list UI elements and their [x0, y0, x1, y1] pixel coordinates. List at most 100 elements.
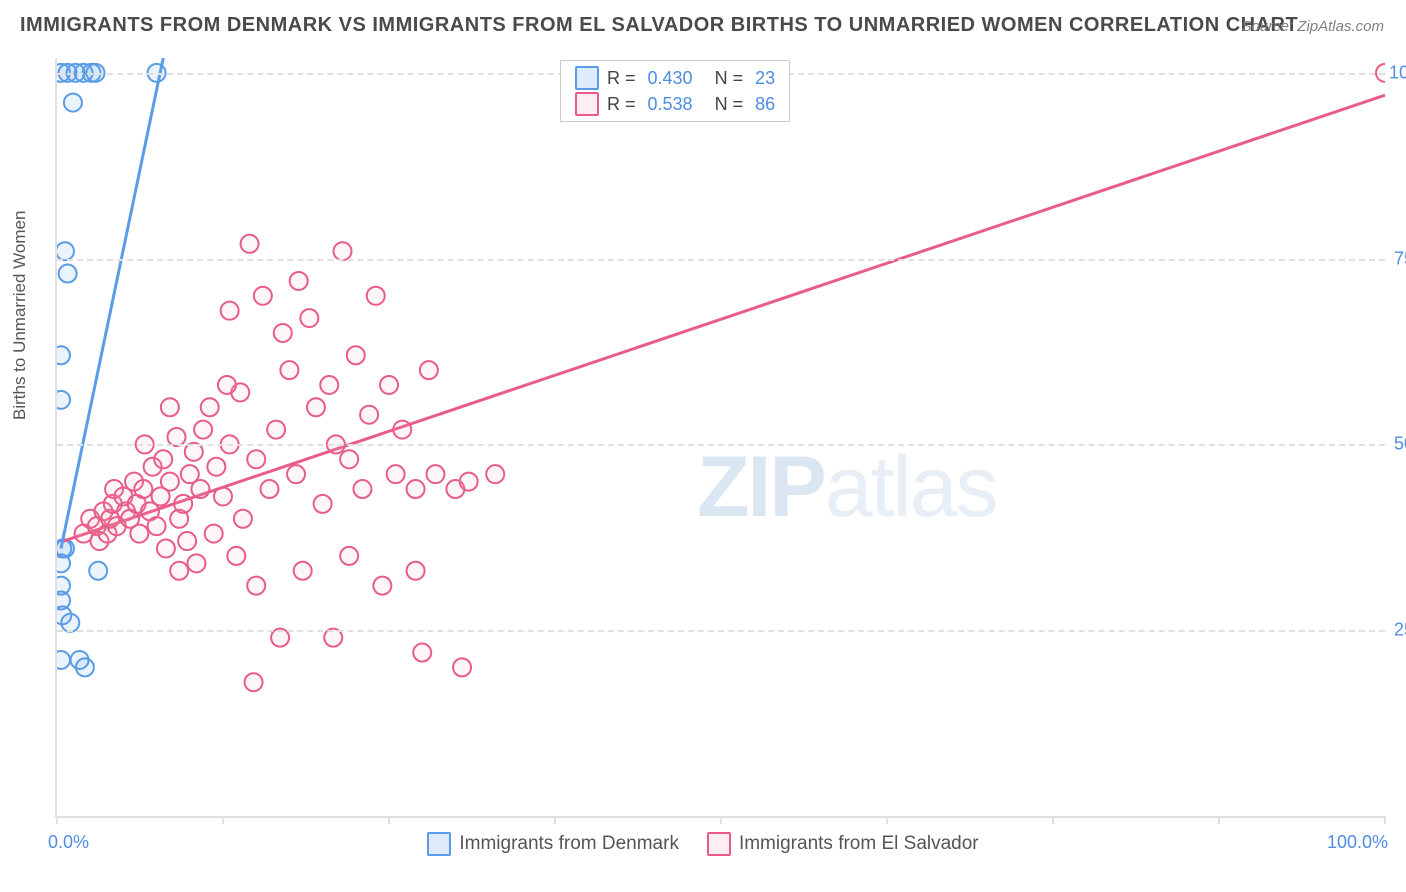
legend-row-denmark: R = 0.430 N = 23: [575, 65, 775, 91]
legend-swatch: [427, 832, 451, 856]
data-point: [413, 644, 431, 662]
data-point: [64, 94, 82, 112]
data-point: [340, 450, 358, 468]
x-tick: [1218, 816, 1220, 824]
legend-series-name: Immigrants from El Salvador: [739, 833, 979, 855]
data-point: [360, 406, 378, 424]
legend-r-value-denmark: 0.430: [648, 65, 693, 91]
x-tick: [1052, 816, 1054, 824]
chart-svg: [57, 58, 1385, 816]
legend-n-label: N =: [715, 91, 744, 117]
data-point: [57, 242, 74, 260]
data-point: [218, 376, 236, 394]
data-point: [89, 562, 107, 580]
data-point: [294, 562, 312, 580]
data-point: [59, 265, 77, 283]
data-point: [57, 539, 74, 557]
plot-area: ZIPatlas 25.0%50.0%75.0%100.0%: [55, 58, 1385, 818]
y-tick-label: 25.0%: [1389, 620, 1406, 641]
legend-r-value-elsalvador: 0.538: [648, 91, 693, 117]
data-point: [407, 562, 425, 580]
data-point: [290, 272, 308, 290]
trend-line: [64, 95, 1385, 541]
data-point: [61, 614, 79, 632]
data-point: [280, 361, 298, 379]
data-point: [387, 465, 405, 483]
series-legend: Immigrants from Denmark Immigrants from E…: [0, 832, 1406, 862]
x-tick: [388, 816, 390, 824]
data-point: [340, 547, 358, 565]
data-point: [420, 361, 438, 379]
data-point: [174, 495, 192, 513]
data-point: [234, 510, 252, 528]
legend-n-value-elsalvador: 86: [755, 91, 775, 117]
source-label: Source: ZipAtlas.com: [1241, 18, 1384, 35]
data-point: [187, 554, 205, 572]
x-tick: [720, 816, 722, 824]
data-point: [314, 495, 332, 513]
correlation-legend: R = 0.430 N = 23 R = 0.538 N = 86: [560, 60, 790, 122]
legend-r-label: R =: [607, 65, 636, 91]
legend-swatch: [707, 832, 731, 856]
x-tick: [886, 816, 888, 824]
data-point: [460, 473, 478, 491]
data-point: [334, 242, 352, 260]
data-point: [148, 517, 166, 535]
chart-container: IMMIGRANTS FROM DENMARK VS IMMIGRANTS FR…: [0, 0, 1406, 892]
legend-row-elsalvador: R = 0.538 N = 86: [575, 91, 775, 117]
x-tick: [554, 816, 556, 824]
gridline: [57, 259, 1385, 261]
data-point: [130, 525, 148, 543]
data-point: [367, 287, 385, 305]
data-point: [380, 376, 398, 394]
data-point: [247, 450, 265, 468]
data-point: [157, 539, 175, 557]
legend-n-value-denmark: 23: [755, 65, 775, 91]
data-point: [373, 577, 391, 595]
data-point: [154, 450, 172, 468]
y-tick-label: 50.0%: [1389, 434, 1406, 455]
x-tick: [56, 816, 58, 824]
data-point: [347, 346, 365, 364]
data-point: [254, 287, 272, 305]
data-point: [287, 465, 305, 483]
legend-series-name: Immigrants from Denmark: [459, 833, 679, 855]
data-point: [247, 577, 265, 595]
legend-swatch-denmark: [575, 66, 599, 90]
chart-title: IMMIGRANTS FROM DENMARK VS IMMIGRANTS FR…: [20, 14, 1298, 37]
y-tick-label: 75.0%: [1389, 248, 1406, 269]
data-point: [205, 525, 223, 543]
data-point: [168, 428, 186, 446]
y-axis-label: Births to Unmarried Women: [10, 211, 30, 420]
data-point: [201, 398, 219, 416]
data-point: [178, 532, 196, 550]
data-point: [267, 421, 285, 439]
data-point: [245, 673, 263, 691]
data-point: [407, 480, 425, 498]
legend-r-label: R =: [607, 91, 636, 117]
y-tick-label: 100.0%: [1389, 62, 1406, 83]
legend-swatch-elsalvador: [575, 92, 599, 116]
legend-item: Immigrants from El Salvador: [707, 832, 979, 856]
data-point: [207, 458, 225, 476]
data-point: [191, 480, 209, 498]
data-point: [170, 562, 188, 580]
legend-item: Immigrants from Denmark: [427, 832, 679, 856]
data-point: [57, 391, 70, 409]
x-tick: [222, 816, 224, 824]
data-point: [453, 658, 471, 676]
data-point: [76, 658, 94, 676]
data-point: [320, 376, 338, 394]
x-tick: [1384, 816, 1386, 824]
gridline: [57, 630, 1385, 632]
data-point: [486, 465, 504, 483]
data-point: [221, 302, 239, 320]
data-point: [426, 465, 444, 483]
legend-n-label: N =: [715, 65, 744, 91]
data-point: [274, 324, 292, 342]
data-point: [260, 480, 278, 498]
gridline: [57, 444, 1385, 446]
data-point: [161, 473, 179, 491]
data-point: [393, 421, 411, 439]
data-point: [134, 480, 152, 498]
